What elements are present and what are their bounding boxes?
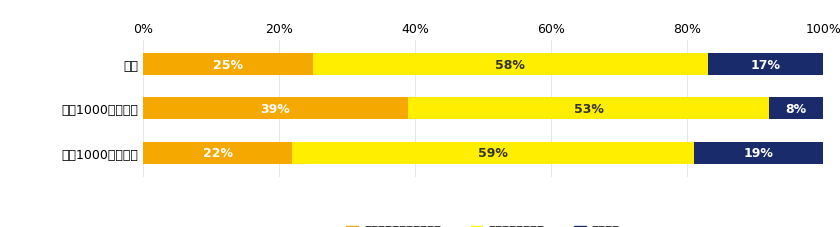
- Text: 59%: 59%: [478, 146, 508, 159]
- Bar: [292, 142, 694, 164]
- Text: 53%: 53%: [574, 102, 603, 116]
- Bar: [143, 142, 292, 164]
- Legend: 内容も含めて知っている, 概要を知っている, 知らない: 内容も含めて知っている, 概要を知っている, 知らない: [342, 220, 624, 227]
- Text: 58%: 58%: [496, 59, 525, 72]
- Text: 25%: 25%: [213, 59, 243, 72]
- Bar: [408, 98, 769, 120]
- Bar: [143, 54, 312, 76]
- Bar: [312, 54, 707, 76]
- Text: 39%: 39%: [260, 102, 291, 116]
- Text: 17%: 17%: [750, 59, 780, 72]
- Bar: [694, 142, 823, 164]
- Bar: [769, 98, 823, 120]
- Bar: [143, 98, 408, 120]
- Bar: [707, 54, 823, 76]
- Text: 8%: 8%: [785, 102, 806, 116]
- Text: 19%: 19%: [743, 146, 774, 159]
- Text: 22%: 22%: [202, 146, 233, 159]
